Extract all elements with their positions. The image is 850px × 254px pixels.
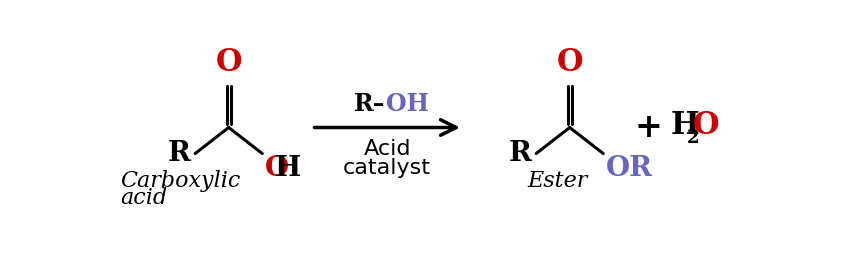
- Text: OR: OR: [605, 155, 653, 182]
- Text: catalyst: catalyst: [343, 157, 431, 178]
- Text: acid: acid: [120, 187, 167, 209]
- Text: O: O: [557, 47, 583, 78]
- Text: H: H: [275, 155, 301, 182]
- Text: O: O: [264, 155, 289, 182]
- Text: O: O: [215, 47, 242, 78]
- Text: R–: R–: [354, 92, 386, 116]
- Text: OH: OH: [386, 92, 428, 116]
- Text: R: R: [508, 140, 531, 167]
- Text: R: R: [167, 140, 190, 167]
- Text: +: +: [635, 111, 663, 144]
- Text: H: H: [671, 110, 700, 141]
- Text: O: O: [693, 110, 719, 141]
- Text: Ester: Ester: [527, 170, 587, 192]
- Text: Carboxylic: Carboxylic: [120, 170, 241, 192]
- Text: Acid: Acid: [364, 139, 411, 159]
- Text: 2: 2: [687, 129, 700, 147]
